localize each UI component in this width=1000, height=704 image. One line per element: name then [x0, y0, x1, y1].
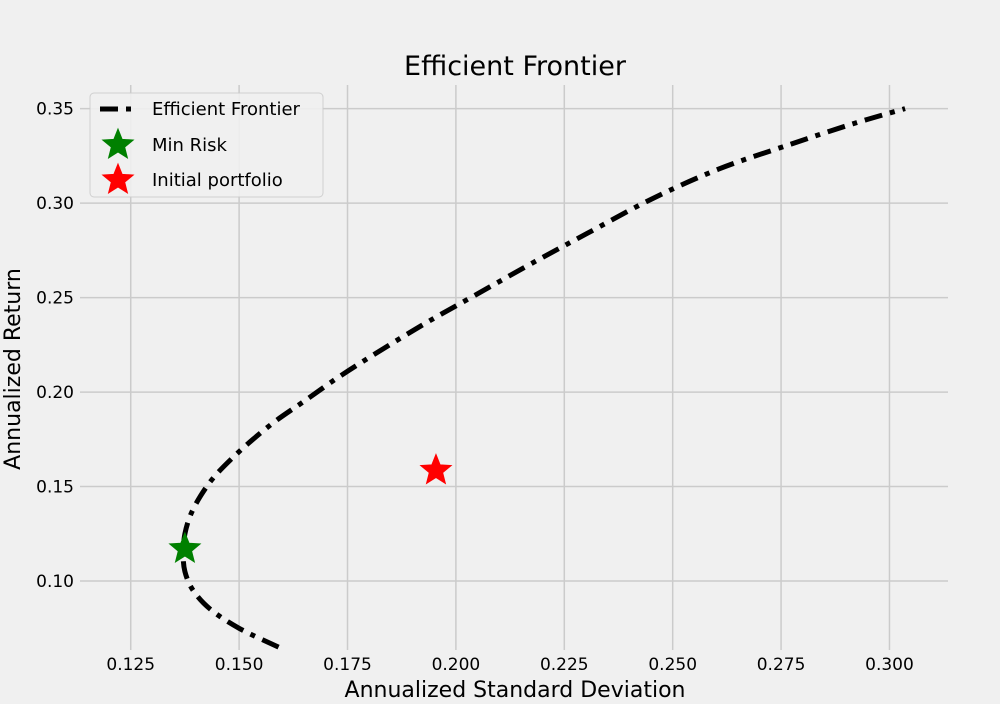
legend: Efficient Frontier Min Risk Initial portfo… — [89, 92, 324, 198]
y-tick-label: 0.25 — [36, 289, 74, 309]
y-tick-label: 0.30 — [36, 194, 74, 214]
plot-series — [168, 106, 906, 650]
x-tick-label: 0.300 — [865, 655, 914, 675]
y-tick-label: 0.20 — [36, 383, 74, 403]
grid — [80, 85, 948, 650]
x-tick-label: 0.225 — [540, 655, 589, 675]
initial-portfolio-star-marker — [419, 453, 453, 485]
min-risk-star-marker — [168, 531, 202, 563]
x-tick-label: 0.175 — [323, 655, 372, 675]
x-tick-label: 0.200 — [432, 655, 481, 675]
y-axis-title: Annualized Return — [1, 268, 26, 470]
y-tick-label: 0.35 — [36, 100, 74, 120]
x-tick-label: 0.150 — [215, 655, 264, 675]
y-tick-label: 0.15 — [36, 478, 74, 498]
legend-box — [89, 92, 324, 198]
legend-label: Efficient Frontier — [152, 99, 301, 120]
legend-star-swatch — [101, 127, 135, 160]
legend-star-swatch — [101, 162, 135, 195]
x-tick-label: 0.250 — [648, 655, 697, 675]
efficient-frontier-line — [180, 106, 906, 650]
x-tick-label: 0.125 — [106, 655, 155, 675]
x-tick-label: 0.275 — [757, 655, 806, 675]
y-tick-label: 0.10 — [36, 572, 74, 592]
legend-label: Min Risk — [152, 135, 228, 156]
x-axis-title: Annualized Standard Deviation — [345, 678, 686, 700]
tick-labels: 0.125 0.150 0.175 0.200 0.225 0.250 0.275 0.300… — [36, 100, 914, 675]
legend-label: Initial portfolio — [152, 170, 283, 191]
chart-title: Efficient Frontier — [404, 51, 627, 82]
